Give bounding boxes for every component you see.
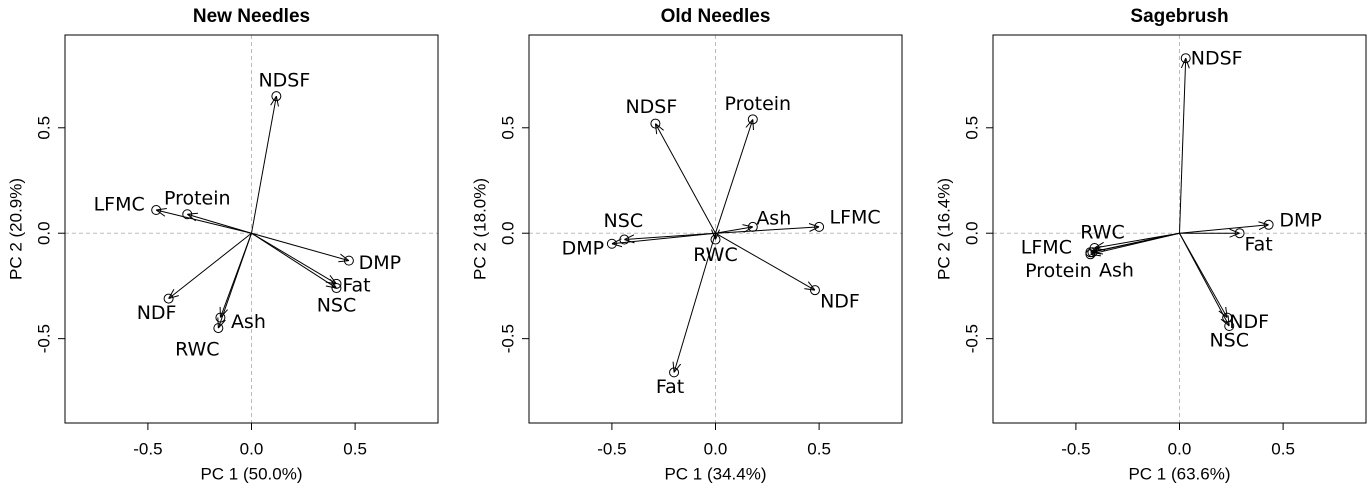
loading-arrow bbox=[1095, 232, 1180, 248]
x-axis-label: PC 1 (63.6%) bbox=[1128, 464, 1230, 483]
loading-arrow bbox=[655, 124, 716, 234]
point-label: Protein bbox=[164, 188, 231, 210]
point-label: LFMC bbox=[830, 206, 881, 228]
loading-point bbox=[1234, 228, 1245, 239]
loading-arrow bbox=[1092, 232, 1180, 252]
loading-arrow bbox=[715, 227, 753, 234]
panel-title: New Needles bbox=[193, 6, 310, 27]
point-label: Protein bbox=[724, 93, 791, 115]
loading-point bbox=[151, 205, 162, 216]
y-tick-label: 0.0 bbox=[34, 221, 53, 245]
loading-arrow bbox=[715, 227, 820, 234]
point-label: Ash bbox=[231, 311, 266, 333]
loading-point bbox=[747, 114, 758, 125]
point-label: RWC bbox=[1080, 221, 1125, 243]
loading-point bbox=[809, 285, 820, 296]
loading-arrow bbox=[674, 233, 716, 372]
x-tick-label: 0.5 bbox=[343, 439, 367, 458]
point-label: DMP bbox=[359, 252, 401, 274]
loading-point bbox=[343, 255, 354, 266]
point-label: Ash bbox=[756, 207, 791, 229]
loading-arrow bbox=[715, 119, 753, 234]
point-label: RWC bbox=[693, 244, 738, 266]
point-label: NDSF bbox=[625, 96, 677, 118]
loading-arrow bbox=[251, 96, 277, 234]
loading-arrow bbox=[251, 232, 337, 284]
point-label: DMP bbox=[562, 237, 604, 259]
loading-arrow bbox=[1179, 232, 1230, 326]
y-tick-label: 0.5 bbox=[962, 116, 981, 140]
y-tick-label: 0.5 bbox=[34, 116, 53, 140]
x-tick-label: 0.0 bbox=[1168, 439, 1192, 458]
loading-arrow bbox=[251, 232, 337, 288]
x-tick-label: 0.5 bbox=[807, 439, 831, 458]
loading-arrow bbox=[251, 232, 349, 260]
x-tick-label: -0.5 bbox=[133, 439, 162, 458]
point-label: LFMC bbox=[94, 194, 145, 216]
loading-arrow bbox=[156, 210, 252, 234]
y-axis-label: PC 2 (18.0%) bbox=[470, 178, 489, 280]
x-axis-label: PC 1 (50.0%) bbox=[200, 464, 302, 483]
y-tick-label: -0.5 bbox=[962, 324, 981, 353]
loading-arrow bbox=[187, 214, 252, 234]
point-label: Fat bbox=[656, 376, 684, 398]
point-label: NDSF bbox=[1191, 48, 1243, 70]
loading-point bbox=[650, 118, 661, 129]
loading-arrow bbox=[218, 233, 252, 328]
point-label: Fat bbox=[342, 274, 370, 296]
x-axis-label: PC 1 (34.4%) bbox=[664, 464, 766, 483]
loading-point bbox=[213, 323, 224, 334]
loading-point bbox=[606, 238, 617, 249]
loading-point bbox=[331, 283, 342, 294]
point-label: NDF bbox=[820, 291, 860, 313]
point-label: Protein bbox=[1025, 260, 1092, 282]
point-label: RWC bbox=[175, 339, 220, 361]
loading-point bbox=[271, 91, 282, 102]
plot-frame bbox=[992, 34, 1367, 424]
x-tick-label: 0.0 bbox=[704, 439, 728, 458]
loading-point bbox=[710, 234, 721, 245]
loading-arrow bbox=[1179, 58, 1186, 234]
loading-point bbox=[182, 209, 193, 220]
loading-arrow bbox=[612, 232, 716, 244]
loading-arrow bbox=[1179, 225, 1269, 234]
point-label: Ash bbox=[1099, 260, 1134, 282]
point-label: Fat bbox=[1244, 234, 1272, 256]
loading-point bbox=[1180, 53, 1191, 64]
loading-point bbox=[1224, 321, 1235, 331]
y-tick-label: -0.5 bbox=[34, 324, 53, 353]
panel-title: Sagebrush bbox=[1130, 6, 1228, 27]
x-tick-label: -0.5 bbox=[1061, 439, 1090, 458]
loading-point bbox=[163, 293, 174, 304]
point-label: NDF bbox=[137, 302, 177, 324]
plot-frame bbox=[64, 34, 439, 424]
y-tick-label: 0.0 bbox=[962, 221, 981, 245]
x-tick-label: 0.5 bbox=[1271, 439, 1295, 458]
panel-title: Old Needles bbox=[661, 6, 771, 27]
y-tick-label: 0.5 bbox=[498, 116, 517, 140]
loading-point bbox=[814, 221, 825, 232]
y-axis-label: PC 2 (16.4%) bbox=[934, 178, 953, 280]
y-tick-label: 0.0 bbox=[498, 221, 517, 245]
point-label: DMP bbox=[1279, 209, 1321, 231]
point-label: NSC bbox=[317, 295, 357, 317]
loading-point bbox=[669, 367, 680, 378]
loading-arrow bbox=[169, 232, 252, 298]
loading-arrow bbox=[715, 232, 815, 290]
loading-point bbox=[1263, 219, 1274, 230]
loading-point bbox=[1087, 247, 1098, 258]
x-tick-label: -0.5 bbox=[597, 439, 626, 458]
y-axis-label: PC 2 (20.9%) bbox=[6, 178, 25, 280]
y-tick-label: -0.5 bbox=[498, 324, 517, 353]
point-label: NSC bbox=[1209, 330, 1249, 352]
point-label: LFMC bbox=[1021, 237, 1072, 259]
point-label: NDSF bbox=[258, 70, 310, 92]
point-label: NDF bbox=[1229, 311, 1269, 333]
x-tick-label: 0.0 bbox=[240, 439, 264, 458]
point-label: NSC bbox=[604, 210, 644, 232]
plot-frame bbox=[528, 34, 903, 424]
